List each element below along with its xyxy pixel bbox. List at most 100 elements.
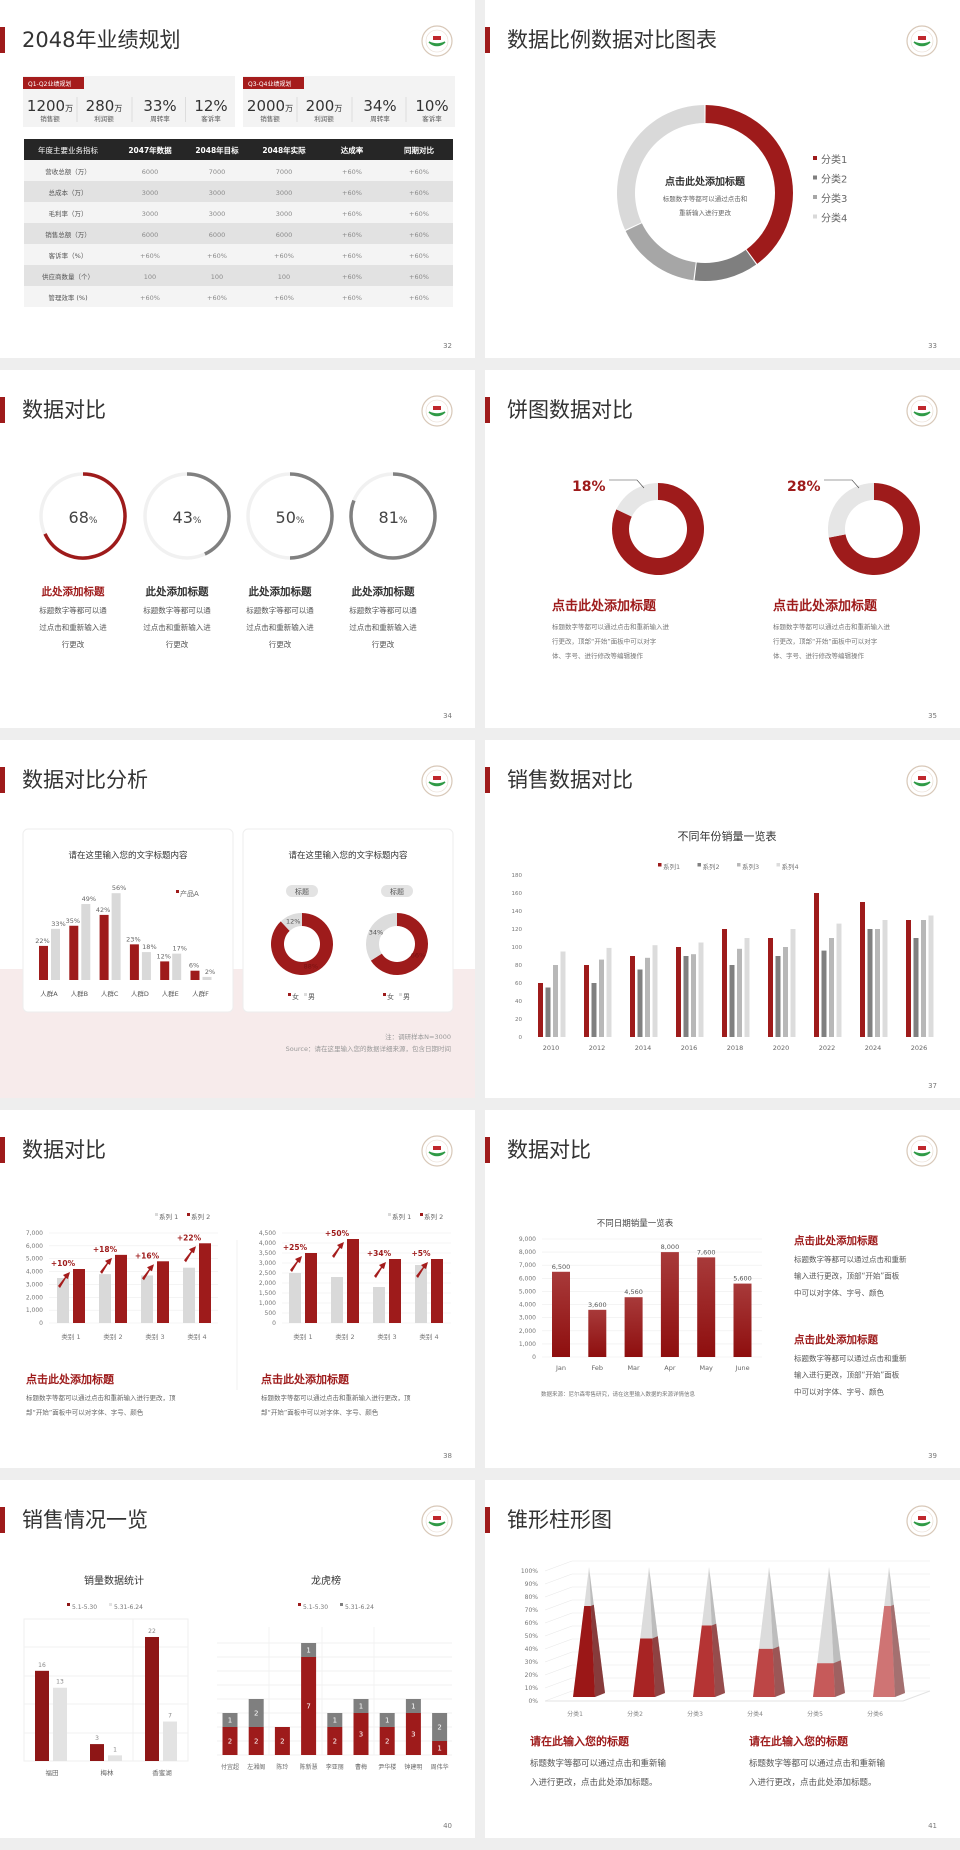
- bar[interactable]: [683, 956, 689, 1037]
- donut-segment-2[interactable]: [694, 249, 757, 281]
- bar[interactable]: [906, 920, 911, 1037]
- slide-35[interactable]: 饼图数据对比 35 18% 点击此处添加标题 标题数字等都可以通过点击和重新输入进 行更改…: [485, 370, 960, 728]
- bar-series-1[interactable]: [289, 1273, 301, 1323]
- bar[interactable]: [814, 893, 819, 1037]
- bar[interactable]: [81, 904, 91, 980]
- bar-series-1[interactable]: [141, 1275, 153, 1323]
- bar-series-2[interactable]: [73, 1269, 85, 1323]
- bar-series-2[interactable]: [347, 1239, 359, 1323]
- donut-segment-male[interactable]: [366, 913, 397, 961]
- slide-33[interactable]: 数据比例数据对比图表 33 点击此处添加标题 标题数字等都可以通过点击和 重新输入进行更…: [485, 0, 960, 358]
- bar[interactable]: [733, 1283, 752, 1357]
- bar[interactable]: [545, 987, 551, 1038]
- bar[interactable]: [882, 920, 888, 1037]
- bar[interactable]: [190, 970, 200, 980]
- bar[interactable]: [697, 1257, 716, 1357]
- bar-series-2[interactable]: [157, 1261, 169, 1323]
- bar-series-1[interactable]: [99, 1274, 111, 1323]
- donut-main-segment[interactable]: [612, 483, 704, 575]
- bar[interactable]: [737, 948, 742, 1037]
- bar[interactable]: [691, 954, 696, 1037]
- slide-38[interactable]: 数据对比 38 0 1,000 2,000 3,000 4,000 5,000 6,000 7,0…: [0, 1110, 475, 1468]
- bar[interactable]: [599, 959, 604, 1037]
- bar[interactable]: [775, 956, 781, 1037]
- stacked-bar-segment[interactable]: [327, 1713, 343, 1727]
- stacked-bar-segment[interactable]: [353, 1713, 369, 1755]
- stacked-bar-segment[interactable]: [432, 1741, 448, 1755]
- bar[interactable]: [99, 914, 109, 980]
- bar[interactable]: [836, 923, 842, 1037]
- stacked-bar-segment[interactable]: [405, 1713, 421, 1755]
- stacked-bar-segment[interactable]: [301, 1643, 317, 1657]
- stacked-bar-segment[interactable]: [327, 1727, 343, 1755]
- bar[interactable]: [160, 961, 170, 980]
- slide-37[interactable]: 销售数据对比 37 不同年份销量一览表 系列1 系列2 系列3 系列4 0 20 40 60 80 10…: [485, 740, 960, 1098]
- bar[interactable]: [790, 929, 796, 1037]
- donut-minor-segment[interactable]: [828, 483, 874, 538]
- pyramid-bar[interactable]: [573, 1567, 605, 1697]
- pyramid-bar[interactable]: [693, 1567, 725, 1697]
- bar[interactable]: [591, 983, 597, 1037]
- bar[interactable]: [645, 957, 650, 1037]
- bar-series-2[interactable]: [431, 1259, 443, 1323]
- bar[interactable]: [928, 915, 934, 1038]
- bar[interactable]: [783, 947, 788, 1037]
- bar[interactable]: [652, 945, 658, 1037]
- stacked-bar-segment[interactable]: [222, 1727, 238, 1755]
- bar-series-2[interactable]: [199, 1243, 211, 1323]
- donut-minor-segment[interactable]: [616, 483, 658, 517]
- bar[interactable]: [51, 928, 60, 980]
- bar[interactable]: [676, 947, 681, 1037]
- bar[interactable]: [744, 938, 750, 1037]
- bar-series-2[interactable]: [115, 1254, 127, 1323]
- bar[interactable]: [163, 1721, 177, 1761]
- slide-40[interactable]: 销售情况一览 40 销量数据统计 5.1-5.30 5.31-6.24 16 13 福田 3 1 梅…: [0, 1480, 475, 1838]
- donut-segment-3[interactable]: [625, 223, 696, 281]
- bar-series-1[interactable]: [57, 1278, 69, 1323]
- bar-series-2[interactable]: [305, 1253, 317, 1323]
- bar-series-1[interactable]: [331, 1277, 343, 1323]
- donut-segment-female[interactable]: [271, 913, 333, 975]
- bar[interactable]: [172, 953, 182, 980]
- bar[interactable]: [552, 1271, 570, 1357]
- bar-series-1[interactable]: [183, 1267, 195, 1323]
- stacked-bar-segment[interactable]: [274, 1727, 290, 1755]
- bar[interactable]: [921, 920, 926, 1037]
- bar[interactable]: [202, 976, 212, 980]
- bar[interactable]: [584, 965, 589, 1037]
- donut-segment-male[interactable]: [280, 913, 302, 931]
- bar[interactable]: [69, 925, 79, 980]
- bar[interactable]: [538, 983, 543, 1037]
- bar-series-1[interactable]: [415, 1265, 427, 1323]
- bar[interactable]: [624, 1297, 643, 1357]
- bar[interactable]: [630, 956, 635, 1037]
- bar[interactable]: [821, 950, 827, 1037]
- bar[interactable]: [660, 1252, 679, 1357]
- bar[interactable]: [560, 951, 566, 1038]
- donut-segment-1[interactable]: [705, 105, 793, 264]
- bar[interactable]: [141, 952, 151, 980]
- bar[interactable]: [722, 929, 727, 1037]
- bar[interactable]: [129, 944, 139, 980]
- bar[interactable]: [860, 902, 865, 1037]
- bar[interactable]: [829, 938, 834, 1037]
- bar[interactable]: [111, 893, 121, 980]
- bar[interactable]: [913, 938, 919, 1037]
- slide-32[interactable]: 2048年业绩规划 32 Q1-Q2业绩规划 1200万 销售额 280万 利润额 33% 周转…: [0, 0, 475, 358]
- donut-main-segment[interactable]: [828, 483, 920, 575]
- bar[interactable]: [553, 965, 558, 1037]
- bar[interactable]: [768, 938, 773, 1037]
- stacked-bar-segment[interactable]: [432, 1713, 448, 1741]
- pyramid-bar[interactable]: [813, 1567, 845, 1697]
- bar[interactable]: [606, 947, 612, 1037]
- bar[interactable]: [145, 1637, 159, 1761]
- bar[interactable]: [90, 1744, 104, 1761]
- pyramid-bar[interactable]: [873, 1567, 905, 1697]
- donut-segment-female[interactable]: [370, 913, 428, 975]
- stacked-bar-segment[interactable]: [222, 1713, 238, 1727]
- stacked-bar-segment[interactable]: [248, 1727, 264, 1755]
- stacked-bar-segment[interactable]: [379, 1713, 395, 1727]
- bar[interactable]: [729, 965, 735, 1037]
- bar-series-1[interactable]: [373, 1287, 385, 1323]
- bar[interactable]: [875, 929, 880, 1037]
